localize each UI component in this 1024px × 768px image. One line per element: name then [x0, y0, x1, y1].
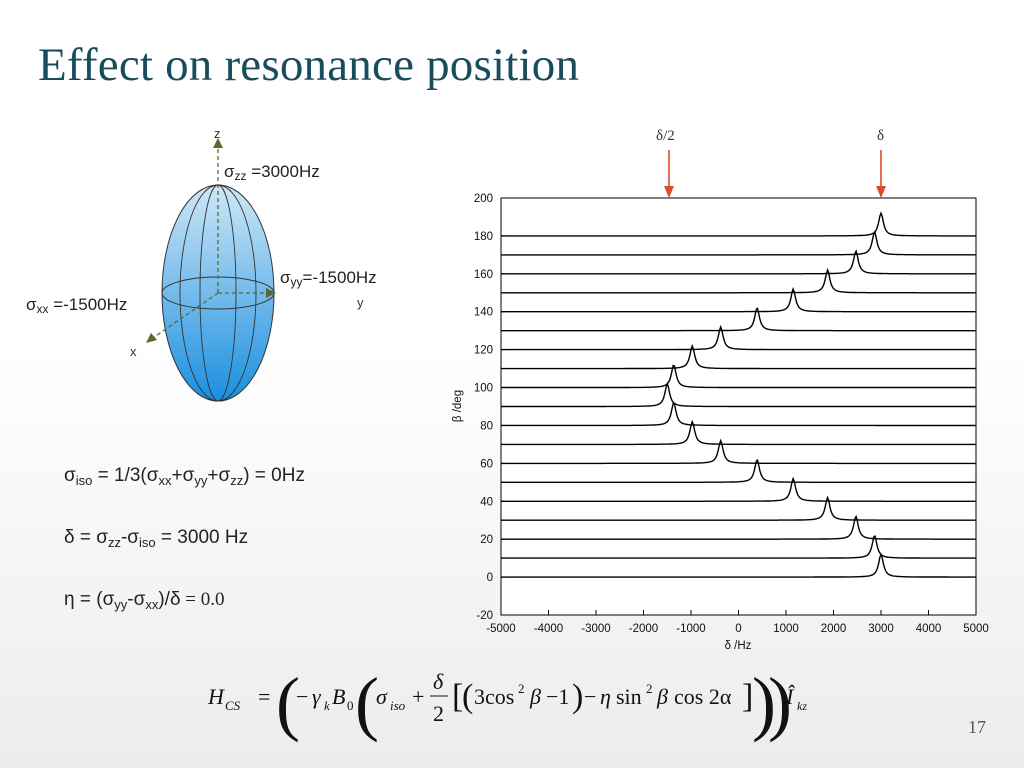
y-tick-label: 180: [474, 231, 493, 243]
y-tick-label: 140: [474, 307, 493, 319]
spectrum-trace: [501, 307, 976, 332]
x-tick-label: -1000: [676, 623, 705, 635]
spectrum-trace: [501, 286, 976, 313]
delta-equation: δ = σzz-σiso = 3000 Hz: [64, 527, 249, 550]
formula-zero: 0: [347, 698, 354, 713]
delta-half-arrowhead: [664, 186, 674, 198]
formula-minus-one: −1: [546, 684, 569, 709]
formula-gamma: γ: [312, 684, 322, 709]
formula-iso: iso: [390, 698, 406, 713]
formula-equals: =: [258, 684, 270, 709]
formula-kz: kz: [797, 699, 807, 713]
y-tick-label: 200: [474, 193, 493, 205]
formula-H: H: [207, 684, 225, 709]
spectrum-trace: [501, 458, 976, 483]
formula-plus: +: [412, 684, 424, 709]
spectrum-trace: [501, 267, 976, 294]
formula-paren: (: [355, 663, 379, 743]
x-tick-label: 2000: [821, 623, 847, 635]
y-axis-arrowhead: [266, 288, 276, 298]
y-tick-label: 120: [474, 345, 493, 357]
stacked-spectra-chart: -20 0 20 40 60 80 100 120 140 160 180 200 -5000 -400…: [452, 150, 989, 652]
slide-title: Effect on resonance position: [38, 39, 580, 91]
sigma-zz-label: σzz =3000Hz: [224, 162, 320, 183]
y-tick-label: -20: [476, 610, 493, 622]
formula-I: Î: [785, 684, 795, 709]
page-number: 17: [968, 717, 986, 737]
z-axis-arrowhead: [213, 138, 223, 148]
x-tick-label: 0: [735, 623, 741, 635]
sigma-xx-label: σxx =-1500Hz: [26, 295, 128, 316]
formula-k: k: [324, 698, 330, 713]
ellipsoid-diagram: [146, 138, 276, 402]
spectrum-trace: [501, 495, 976, 521]
formula-paren: (: [462, 678, 473, 715]
delta-arrowhead: [876, 186, 886, 198]
x-axis-label: x: [130, 344, 137, 359]
y-tick-label: 40: [480, 496, 493, 508]
x-tick-label: 3000: [868, 623, 894, 635]
y-axis-label: y: [357, 295, 364, 310]
x-axis-title: δ /Hz: [725, 640, 752, 652]
formula-sin: sin: [616, 684, 642, 709]
x-axis-arrowhead: [146, 333, 157, 343]
formula-bracket: ]: [742, 678, 753, 715]
hamiltonian-formula: H CS = ( − γ k B 0 ( σ iso + δ 2 [ ( 3co…: [207, 663, 807, 743]
formula-sigma: σ: [376, 684, 388, 709]
spectrum-trace: [501, 552, 976, 578]
formula-B: B: [332, 684, 345, 709]
x-tick-label: -5000: [486, 623, 515, 635]
formula-minus: −: [584, 684, 596, 709]
sigma-yy-label: σyy=-1500Hz: [280, 268, 377, 289]
formula-CS: CS: [225, 698, 241, 713]
formula-minus: −: [296, 684, 308, 709]
formula-square: 2: [646, 681, 653, 696]
x-tick-label: 5000: [963, 623, 989, 635]
spectrum-trace: [501, 419, 976, 446]
spectrum-trace: [501, 231, 976, 256]
y-tick-label: 80: [480, 420, 493, 432]
formula-bracket: [: [452, 678, 463, 715]
x-tick-label: 4000: [916, 623, 942, 635]
spectrum-trace: [501, 324, 976, 351]
formula-two: 2: [433, 701, 444, 726]
y-tick-label: 60: [480, 458, 493, 470]
spectrum-trace: [501, 249, 976, 275]
spectrum-trace: [501, 438, 976, 465]
formula-paren: ): [572, 678, 583, 715]
eta-equation: η = (σyy-σxx)/δ = 0.0: [64, 589, 225, 612]
formula-eta: η: [600, 684, 611, 709]
sigma-iso-equation: σiso = 1/3(σxx+σyy+σzz) = 0Hz: [64, 465, 305, 488]
y-tick-label: 0: [487, 572, 493, 584]
delta-half-arrow-label: δ/2: [656, 128, 675, 144]
y-axis-title: β /deg: [452, 390, 464, 422]
spectrum-trace: [501, 381, 976, 408]
x-tick-label: 1000: [773, 623, 799, 635]
delta-arrow-label: δ: [877, 128, 885, 144]
spectrum-trace: [501, 514, 976, 540]
spectrum-trace: [501, 535, 976, 559]
y-tick-label: 160: [474, 269, 493, 281]
spectrum-trace: [501, 402, 976, 427]
formula-paren: ): [752, 663, 776, 743]
spectrum-trace: [501, 364, 976, 389]
x-tick-label: -3000: [581, 623, 610, 635]
z-axis-label: z: [214, 126, 221, 141]
formula-delta: δ: [433, 669, 444, 694]
formula-beta: β: [529, 684, 541, 709]
coordinate-axes: [149, 142, 272, 341]
formula-three-cos: 3cos: [474, 684, 514, 709]
spectrum-trace: [501, 211, 976, 237]
formula-paren: ): [768, 663, 792, 743]
y-tick-label: 100: [474, 383, 493, 395]
formula-paren: (: [276, 663, 300, 743]
formula-square: 2: [518, 681, 525, 696]
formula-beta: β: [656, 684, 668, 709]
spectrum-trace: [501, 476, 976, 502]
x-tick-label: -4000: [534, 623, 563, 635]
formula-cos2a: cos 2α: [674, 684, 732, 709]
y-tick-label: 20: [480, 534, 493, 546]
spectrum-trace: [501, 343, 976, 370]
x-tick-label: -2000: [629, 623, 658, 635]
